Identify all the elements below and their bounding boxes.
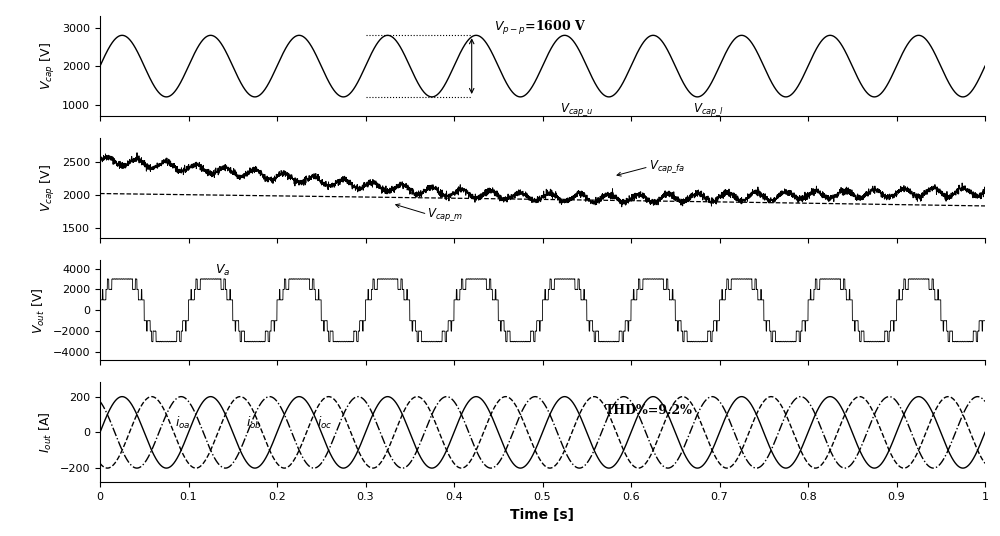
Y-axis label: $V_{cap}$ [V]: $V_{cap}$ [V] xyxy=(39,42,57,90)
Text: $V_a$: $V_a$ xyxy=(215,263,230,278)
Text: $V_{cap\_m}$: $V_{cap\_m}$ xyxy=(427,206,464,224)
Text: $V_{cap\_u}$: $V_{cap\_u}$ xyxy=(560,101,594,118)
Text: $i_{oc}$: $i_{oc}$ xyxy=(317,415,332,431)
Y-axis label: $I_{out}$ [A]: $I_{out}$ [A] xyxy=(38,412,54,453)
Y-axis label: $V_{cap}$ [V]: $V_{cap}$ [V] xyxy=(39,164,57,212)
Text: $V_{cap\_l}$: $V_{cap\_l}$ xyxy=(693,101,724,118)
Text: $i_{oa}$: $i_{oa}$ xyxy=(175,415,191,431)
Text: THD%=9.2%: THD%=9.2% xyxy=(604,405,692,418)
Y-axis label: $V_{out}$ [V]: $V_{out}$ [V] xyxy=(31,287,47,333)
Text: $V_{p-p}$=1600 V: $V_{p-p}$=1600 V xyxy=(494,19,586,38)
Text: $i_{ob}$: $i_{ob}$ xyxy=(246,415,262,431)
X-axis label: Time [s]: Time [s] xyxy=(511,508,574,522)
Text: $V_{cap\_fa}$: $V_{cap\_fa}$ xyxy=(649,158,685,175)
